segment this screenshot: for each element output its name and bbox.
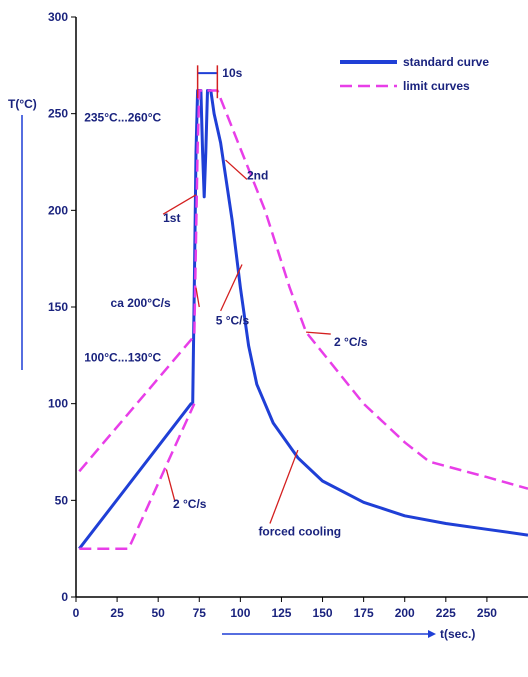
annotation-label: 1st (163, 211, 180, 225)
x-tick-label: 25 (110, 606, 124, 620)
leader-line (162, 194, 197, 215)
annotations: 10s 235°C...260°C 2nd 1st ca 200°C/s 5 °C/s 2 … (84, 66, 368, 538)
y-tick-label: 250 (48, 107, 68, 121)
x-tick-label: 200 (395, 606, 415, 620)
legend-limit-label: limit curves (403, 79, 470, 93)
x-tick-label: 150 (313, 606, 333, 620)
limit-curve-line-1 (78, 89, 208, 473)
leader-line (195, 287, 200, 308)
x-tick-label: 75 (193, 606, 207, 620)
y-tick-label: 200 (48, 203, 68, 217)
y-tick-label: 300 (48, 10, 68, 24)
x-tick-label: 175 (354, 606, 374, 620)
y-tick-label: 0 (61, 590, 68, 604)
annotation-label: forced cooling (258, 524, 341, 538)
leader-line (269, 449, 299, 524)
x-tick-label: 0 (73, 606, 80, 620)
x-tick-label: 50 (152, 606, 166, 620)
series-layer (78, 65, 528, 550)
annotation-leaders (162, 159, 331, 524)
axes: 0 25 50 75 100 125 150 175 200 225 250 0 50 100 150 200… (48, 10, 528, 620)
x-axis-title-arrow (428, 630, 436, 638)
limit-curve-line-2 (79, 403, 196, 550)
annotation-label: 2 °C/s (173, 497, 207, 511)
leader-line (165, 469, 176, 501)
standard-curve-line (78, 89, 528, 550)
y-tick-label: 50 (55, 493, 69, 507)
x-tick-label: 225 (436, 606, 456, 620)
y-axis-title: T(°C) (8, 97, 37, 111)
y-tick-label: 150 (48, 300, 68, 314)
annotation-label: ca 200°C/s (111, 296, 172, 310)
annotation-label: 5 °C/s (216, 314, 250, 328)
leader-line (225, 159, 248, 180)
annotation-label: 10s (222, 66, 242, 80)
x-axis-title: t(sec.) (440, 627, 475, 641)
annotation-label: 2 °C/s (334, 335, 368, 349)
limit-curve-line-3 (207, 89, 528, 490)
leader-line (220, 264, 243, 312)
annotation-label: 2nd (247, 169, 268, 183)
legend-standard-label: standard curve (403, 55, 489, 69)
legend: standard curve limit curves (340, 55, 489, 93)
leader-line (306, 331, 331, 335)
y-tick-label: 100 (48, 397, 68, 411)
axis-titles: T(°C) t(sec.) (8, 97, 475, 641)
annotation-label: 100°C...130°C (84, 350, 161, 364)
x-tick-label: 250 (477, 606, 497, 620)
annotation-label: 235°C...260°C (84, 111, 161, 125)
x-tick-label: 100 (230, 606, 250, 620)
x-tick-label: 125 (271, 606, 291, 620)
